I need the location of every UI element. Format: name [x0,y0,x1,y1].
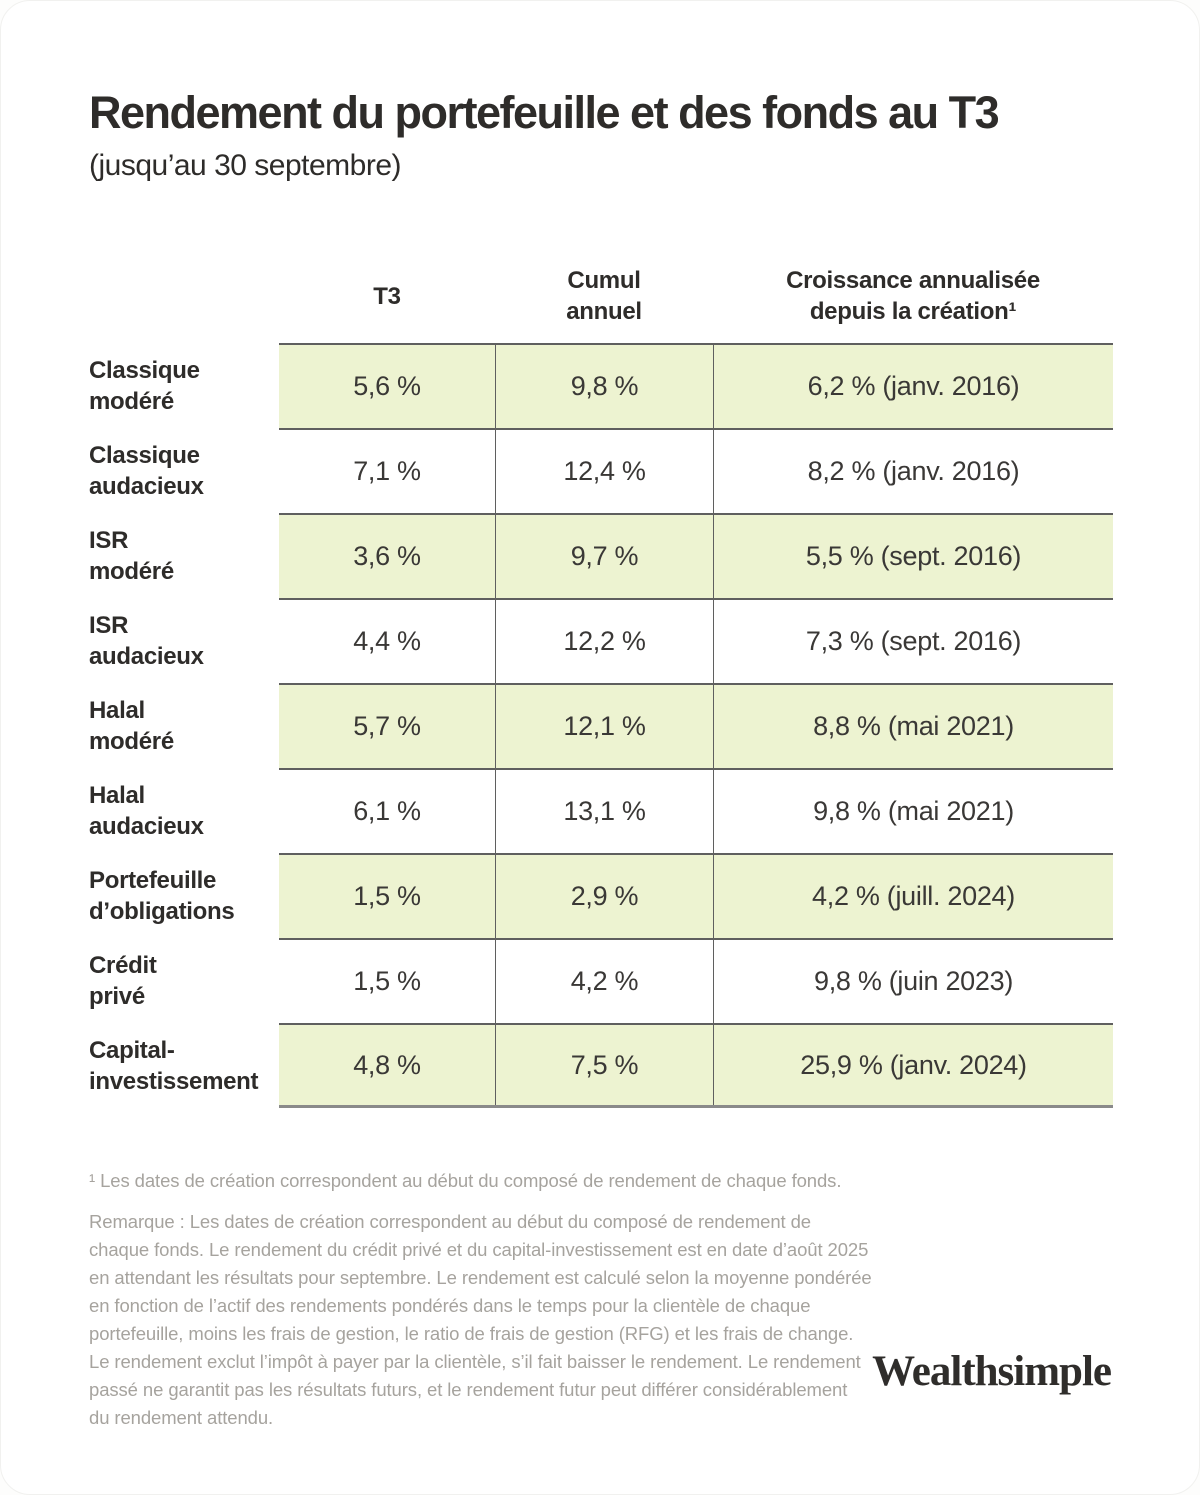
cell-croissance: 9,8 % (mai 2021) [713,770,1113,853]
cell-croissance: 8,2 % (janv. 2016) [713,430,1113,513]
table-row: ISR audacieux 4,4 % 12,2 % 7,3 % (sept. 201… [89,598,1113,683]
cell-croissance: 8,8 % (mai 2021) [713,685,1113,768]
cell-croissance: 25,9 % (janv. 2024) [713,1025,1113,1105]
cell-t3: 4,4 % [353,626,421,656]
cell-cumul-annuel: 9,8 % [495,345,713,428]
cell-t3: 6,1 % [353,796,421,826]
table-row: Classique modéré 5,6 % 9,8 % 6,2 % (janv. 2… [89,343,1113,428]
cell-cumul-annuel: 12,2 % [495,600,713,683]
cell-t3: 4,8 % [353,1049,421,1080]
table-body: Classique modéré 5,6 % 9,8 % 6,2 % (janv. 2… [89,343,1113,1108]
column-header-t3: T3 [373,282,401,310]
cell-croissance: 9,8 % (juin 2023) [713,940,1113,1023]
cell-cumul-annuel: 12,4 % [495,430,713,513]
row-data: 6,1 % 13,1 % 9,8 % (mai 2021) [279,768,1113,853]
cell-croissance: 5,5 % (sept. 2016) [713,515,1113,598]
table-row: Capital- investissement 4,8 % 7,5 % 25,9 % … [89,1023,1113,1108]
row-data: 5,6 % 9,8 % 6,2 % (janv. 2016) [279,343,1113,428]
row-label: Halal modéré [89,696,174,755]
wealthsimple-logo: Wealthsimple [872,1348,1112,1395]
column-header-cumul-annuel: Cumul annuel [566,267,642,325]
row-data: 4,4 % 12,2 % 7,3 % (sept. 2016) [279,598,1113,683]
row-data: 7,1 % 12,4 % 8,2 % (janv. 2016) [279,428,1113,513]
cell-t3: 1,5 % [353,881,421,911]
table-row: Halal audacieux 6,1 % 13,1 % 9,8 % (mai 202… [89,768,1113,853]
table-row: Halal modéré 5,7 % 12,1 % 8,8 % (mai 2021) [89,683,1113,768]
row-data: 1,5 % 4,2 % 9,8 % (juin 2023) [279,938,1113,1023]
cell-t3: 7,1 % [353,456,421,486]
table-row: Crédit privé 1,5 % 4,2 % 9,8 % (juin 2023) [89,938,1113,1023]
remark-note: Remarque : Les dates de création corresp… [89,1211,872,1428]
cell-cumul-annuel: 4,2 % [495,940,713,1023]
cell-t3: 5,6 % [353,371,421,401]
row-data: 3,6 % 9,7 % 5,5 % (sept. 2016) [279,513,1113,598]
row-label: ISR audacieux [89,611,204,670]
row-label: Halal audacieux [89,781,204,840]
cell-cumul-annuel: 12,1 % [495,685,713,768]
row-label: Classique audacieux [89,441,204,500]
table-row: ISR modéré 3,6 % 9,7 % 5,5 % (sept. 2016) [89,513,1113,598]
table-row: Classique audacieux 7,1 % 12,4 % 8,2 % (jan… [89,428,1113,513]
cell-t3: 5,7 % [353,711,421,741]
row-label: Crédit privé [89,951,157,1010]
cell-cumul-annuel: 2,9 % [495,855,713,938]
bottom-section: Remarque : Les dates de création corresp… [89,1208,1112,1432]
footnote-1: ¹ Les dates de création correspondent au… [89,1170,842,1191]
performance-table: T3 Cumul annuel Croissance annualisée de… [89,251,1113,1108]
cell-croissance: 6,2 % (janv. 2016) [713,345,1113,428]
cell-t3: 3,6 % [353,541,421,571]
table-header-row: T3 Cumul annuel Croissance annualisée de… [89,251,1113,343]
cell-croissance: 7,3 % (sept. 2016) [713,600,1113,683]
cell-cumul-annuel: 9,7 % [495,515,713,598]
row-data: 4,8 % 7,5 % 25,9 % (janv. 2024) [279,1023,1113,1108]
cell-t3: 1,5 % [353,966,421,996]
row-label: Classique modéré [89,356,200,415]
cell-cumul-annuel: 7,5 % [495,1025,713,1105]
cell-croissance: 4,2 % (juill. 2024) [713,855,1113,938]
row-data: 5,7 % 12,1 % 8,8 % (mai 2021) [279,683,1113,768]
cell-cumul-annuel: 13,1 % [495,770,713,853]
row-label: ISR modéré [89,526,174,585]
table-row: Portefeuille d’obligations 1,5 % 2,9 % 4,2 … [89,853,1113,938]
row-data: 1,5 % 2,9 % 4,2 % (juill. 2024) [279,853,1113,938]
page-subtitle: (jusqu’au 30 septembre) [89,149,402,182]
row-label: Capital- investissement [89,1036,259,1095]
page-title: Rendement du portefeuille et des fonds a… [89,87,1000,138]
column-header-croissance: Croissance annualisée depuis la création… [786,267,1040,325]
row-label: Portefeuille d’obligations [89,866,235,925]
